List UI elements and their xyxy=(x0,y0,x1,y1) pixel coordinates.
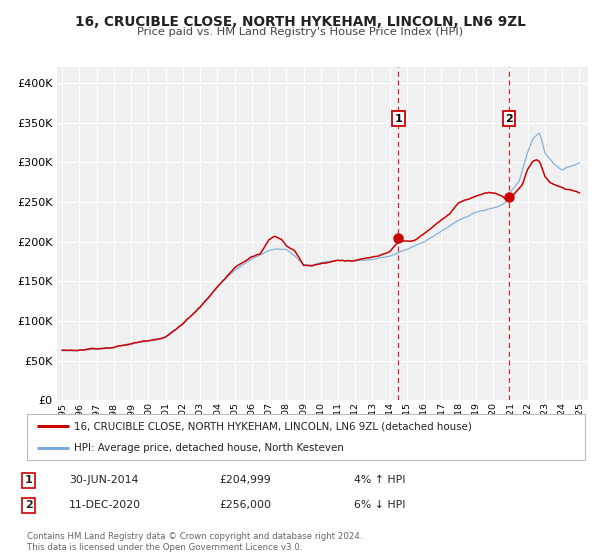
Text: 2: 2 xyxy=(505,114,513,124)
Text: This data is licensed under the Open Government Licence v3.0.: This data is licensed under the Open Gov… xyxy=(27,543,302,552)
Text: £256,000: £256,000 xyxy=(219,500,271,510)
Text: 4% ↑ HPI: 4% ↑ HPI xyxy=(354,475,406,486)
Text: 2: 2 xyxy=(25,500,32,510)
Text: £204,999: £204,999 xyxy=(219,475,271,486)
Text: 6% ↓ HPI: 6% ↓ HPI xyxy=(354,500,406,510)
Text: HPI: Average price, detached house, North Kesteven: HPI: Average price, detached house, Nort… xyxy=(74,443,344,453)
Text: 16, CRUCIBLE CLOSE, NORTH HYKEHAM, LINCOLN, LN6 9ZL: 16, CRUCIBLE CLOSE, NORTH HYKEHAM, LINCO… xyxy=(74,15,526,29)
Text: Contains HM Land Registry data © Crown copyright and database right 2024.: Contains HM Land Registry data © Crown c… xyxy=(27,532,362,541)
Text: 30-JUN-2014: 30-JUN-2014 xyxy=(69,475,139,486)
Text: 1: 1 xyxy=(394,114,402,124)
Text: Price paid vs. HM Land Registry's House Price Index (HPI): Price paid vs. HM Land Registry's House … xyxy=(137,27,463,37)
Text: 1: 1 xyxy=(25,475,32,486)
Text: 11-DEC-2020: 11-DEC-2020 xyxy=(69,500,141,510)
Text: 16, CRUCIBLE CLOSE, NORTH HYKEHAM, LINCOLN, LN6 9ZL (detached house): 16, CRUCIBLE CLOSE, NORTH HYKEHAM, LINCO… xyxy=(74,421,472,431)
